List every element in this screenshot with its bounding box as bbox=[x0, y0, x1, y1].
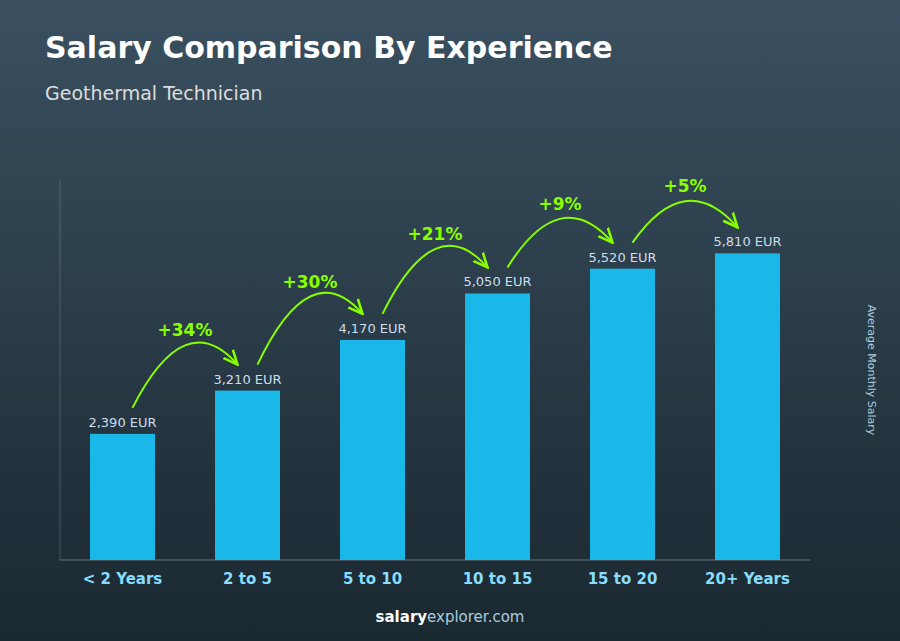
bar bbox=[715, 253, 780, 560]
pct-change: +9% bbox=[538, 194, 581, 214]
data-label: 5,050 EUR bbox=[463, 274, 531, 289]
watermark: salaryexplorer.com bbox=[376, 608, 525, 626]
pct-change: +5% bbox=[663, 176, 706, 196]
bar bbox=[340, 340, 405, 560]
bar bbox=[215, 391, 280, 560]
data-label: 2,390 EUR bbox=[88, 415, 156, 430]
watermark-bold: salary bbox=[376, 608, 428, 626]
pct-change: +30% bbox=[283, 272, 338, 292]
x-tick-label: 5 to 10 bbox=[343, 570, 402, 588]
title: Salary Comparison By Experience bbox=[45, 30, 613, 65]
y-label: Average Monthly Salary bbox=[865, 305, 878, 436]
x-tick-label: 10 to 15 bbox=[463, 570, 533, 588]
pct-change: +34% bbox=[158, 320, 213, 340]
x-tick-label: 20+ Years bbox=[705, 570, 790, 588]
x-axis-line bbox=[60, 560, 810, 561]
data-label: 4,170 EUR bbox=[338, 321, 406, 336]
data-label: 5,520 EUR bbox=[588, 250, 656, 265]
x-tick-label: < 2 Years bbox=[83, 570, 163, 588]
x-tick-label: 2 to 5 bbox=[223, 570, 272, 588]
data-label: 5,810 EUR bbox=[713, 234, 781, 249]
change-arc bbox=[633, 201, 738, 243]
change-arc bbox=[508, 218, 613, 268]
bar bbox=[90, 434, 155, 560]
change-arc bbox=[133, 343, 238, 408]
bar bbox=[465, 293, 530, 560]
x-tick-label: 15 to 20 bbox=[588, 570, 658, 588]
bar bbox=[590, 269, 655, 560]
y-axis-line bbox=[60, 180, 61, 560]
data-label: 3,210 EUR bbox=[213, 372, 281, 387]
subtitle: Geothermal Technician bbox=[45, 82, 262, 104]
watermark-rest: explorer.com bbox=[427, 608, 524, 626]
change-arc bbox=[258, 293, 363, 365]
bars bbox=[90, 253, 780, 560]
pct-change: +21% bbox=[408, 224, 463, 244]
change-arc bbox=[383, 246, 488, 314]
